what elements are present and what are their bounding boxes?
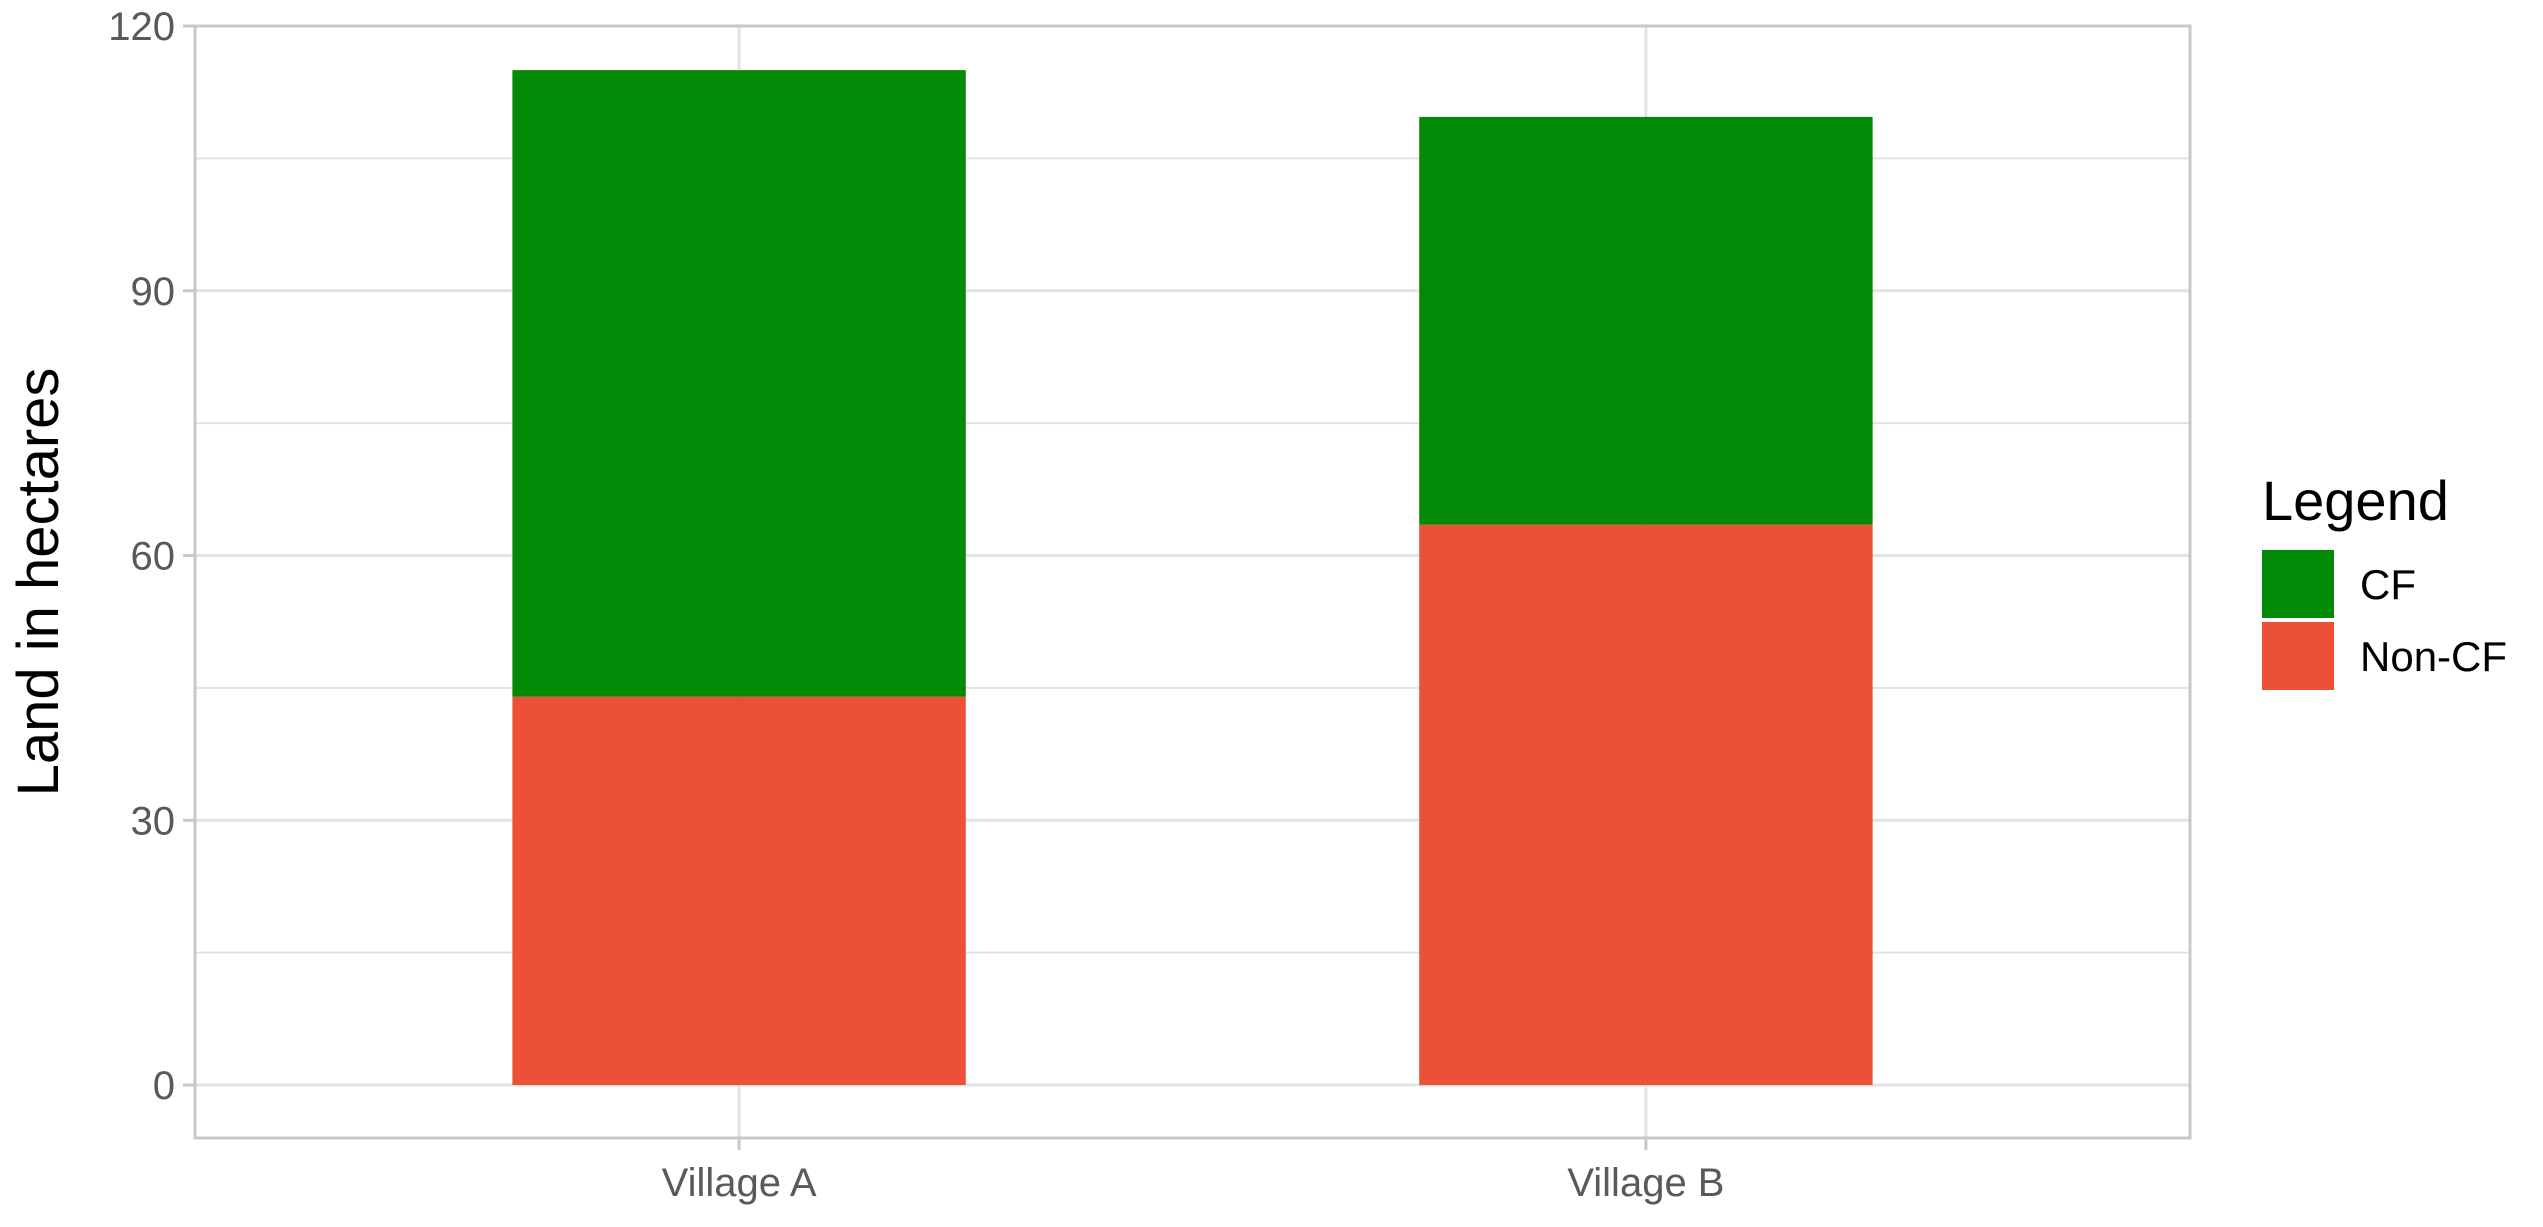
bar-non-cf-village-a — [512, 696, 966, 1086]
y-tick-label: 0 — [153, 1064, 175, 1108]
bar-non-cf-village-b — [1419, 524, 1873, 1086]
legend-label: CF — [2360, 561, 2416, 608]
bar-cf-village-b — [1419, 116, 1873, 525]
legend-key — [2262, 550, 2334, 618]
bar-cf-village-a — [512, 70, 966, 697]
major-gridlines — [195, 24, 2190, 1087]
legend-title: Legend — [2262, 469, 2449, 532]
legend: Legend CF Non-CF — [2262, 469, 2507, 690]
x-axis: Village A Village B — [662, 1138, 1724, 1205]
x-tick-label: Village A — [662, 1161, 817, 1205]
y-tick-label: 90 — [131, 270, 176, 314]
y-axis-title: Land in hectares — [6, 368, 71, 797]
y-axis: 0 30 60 90 120 — [108, 5, 195, 1108]
x-tick-label: Village B — [1567, 1161, 1724, 1205]
legend-entries: CF Non-CF — [2262, 550, 2507, 690]
y-tick-label: 60 — [131, 535, 176, 579]
bars — [512, 70, 1873, 1086]
legend-label: Non-CF — [2360, 633, 2507, 680]
y-tick-label: 120 — [108, 5, 175, 49]
plot-panel-border — [193, 24, 2192, 1140]
legend-key — [2262, 622, 2334, 690]
y-tick-label: 30 — [131, 799, 176, 843]
